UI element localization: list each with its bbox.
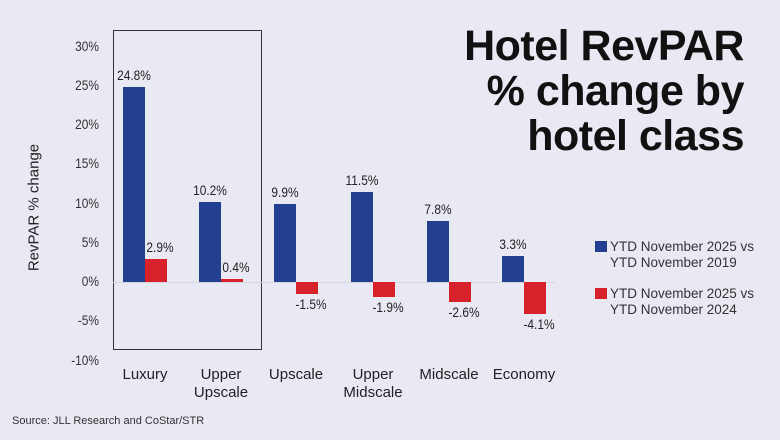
y-axis-label: RevPAR % change xyxy=(25,143,43,272)
category-label: Upscale xyxy=(251,366,341,384)
bar-value-label: -1.5% xyxy=(295,295,327,312)
y-tick-label: 5% xyxy=(81,233,99,250)
legend-text-line2: YTD November 2024 xyxy=(610,302,737,317)
category-label-line: Midscale xyxy=(419,366,479,383)
y-tick-label: 30% xyxy=(75,37,99,54)
category-label: Upper Upscale xyxy=(176,366,266,402)
bar-2024-comparison xyxy=(373,282,395,297)
bar-value-label: -1.9% xyxy=(372,298,404,315)
y-tick-label: -5% xyxy=(77,312,99,329)
category-label-line: Upper xyxy=(352,366,394,383)
bar-2019-comparison xyxy=(427,220,449,282)
bar-2024-comparison xyxy=(221,278,243,282)
bar-2019-comparison xyxy=(123,87,145,282)
bar-2024-comparison xyxy=(145,259,167,282)
y-tick-label: 0% xyxy=(81,273,99,289)
bar-2024-comparison xyxy=(296,282,318,294)
legend-swatch-blue xyxy=(595,241,607,252)
legend-text-line1: YTD November 2025 vs xyxy=(610,239,755,254)
y-tick-label: 15% xyxy=(75,155,99,172)
y-tick-label: -10% xyxy=(71,351,99,368)
category-label-line: Upscale xyxy=(193,384,249,401)
bar-2024-comparison xyxy=(449,282,471,303)
source-note: Source: JLL Research and CoStar/STR xyxy=(12,415,205,427)
bar-value-label: 0.4% xyxy=(222,258,250,275)
bar-value-label: 10.2% xyxy=(193,181,227,198)
legend-text-line2: YTD November 2019 xyxy=(610,255,737,270)
title-line-2: % change by xyxy=(486,67,745,115)
y-tick-label: 10% xyxy=(75,194,99,211)
bar-value-label: -2.6% xyxy=(448,304,480,321)
bar-value-label: 2.9% xyxy=(146,239,174,256)
chart-title: Hotel RevPAR % change by hotel class xyxy=(464,24,744,159)
bar-2024-comparison xyxy=(524,282,546,315)
title-line-1: Hotel RevPAR xyxy=(464,22,744,70)
category-label: Upper Midscale xyxy=(328,366,418,402)
bar-value-label: 3.3% xyxy=(499,236,527,253)
category-label-line: Upper xyxy=(200,366,242,383)
y-tick-label: 20% xyxy=(75,116,99,132)
bar-2019-comparison xyxy=(274,204,296,282)
highlight-box xyxy=(113,30,262,350)
title-line-3: hotel class xyxy=(527,112,744,160)
legend-item-series2: YTD November 2025 vs YTD November 2024 xyxy=(595,286,754,318)
category-label-line: Luxury xyxy=(122,366,168,383)
zero-baseline xyxy=(113,282,555,283)
category-label-line: Midscale xyxy=(343,384,403,401)
bar-value-label: 9.9% xyxy=(271,184,299,201)
category-label: Midscale xyxy=(404,366,494,384)
bar-2019-comparison xyxy=(351,191,373,282)
legend-item-series1: YTD November 2025 vs YTD November 2019 xyxy=(595,239,754,271)
legend-swatch-red xyxy=(595,288,607,299)
bar-value-label: 24.8% xyxy=(117,67,151,84)
category-label: Luxury xyxy=(100,366,190,384)
y-tick-label: 25% xyxy=(75,76,99,93)
bar-value-label: 7.8% xyxy=(424,200,452,217)
bar-value-label: -4.1% xyxy=(523,316,555,333)
category-label-line: Economy xyxy=(492,366,556,383)
category-label: Economy xyxy=(479,366,569,384)
bar-2019-comparison xyxy=(502,256,524,282)
bar-value-label: 11.5% xyxy=(345,171,379,188)
category-label-line: Upscale xyxy=(268,366,324,383)
legend-text-line1: YTD November 2025 vs xyxy=(610,286,755,301)
bar-2019-comparison xyxy=(199,201,221,282)
